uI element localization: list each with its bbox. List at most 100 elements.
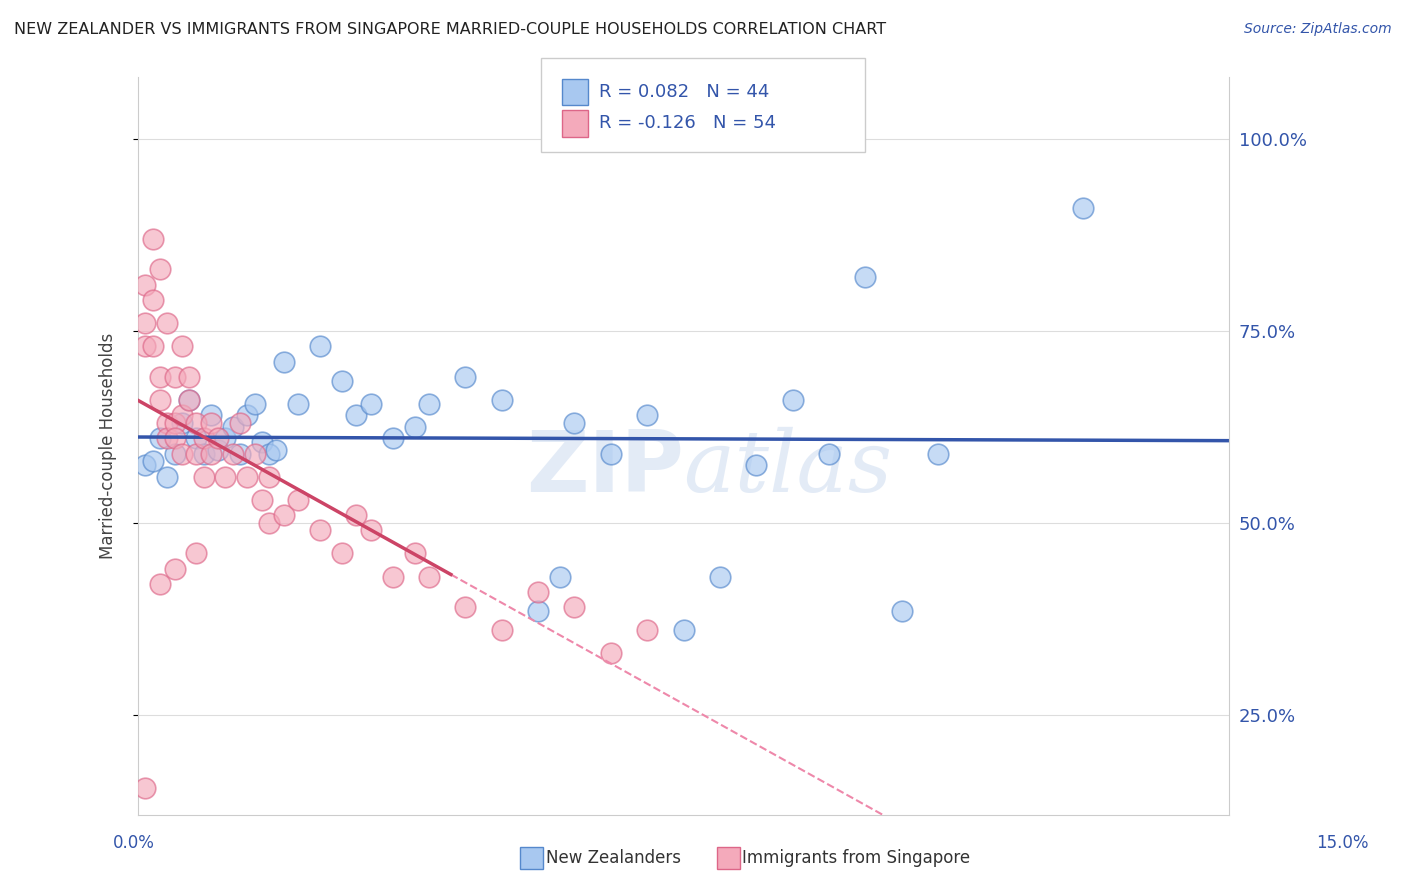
Point bbox=[266, 442, 288, 457]
Point bbox=[193, 431, 215, 445]
Point bbox=[229, 416, 252, 430]
Point bbox=[599, 646, 621, 660]
Y-axis label: Married-couple Households: Married-couple Households bbox=[100, 333, 117, 559]
Point bbox=[418, 569, 440, 583]
Point bbox=[142, 339, 165, 353]
Point bbox=[287, 492, 309, 507]
Point bbox=[818, 447, 841, 461]
Point bbox=[186, 547, 208, 561]
Point bbox=[257, 447, 280, 461]
Point bbox=[257, 516, 280, 530]
Point bbox=[236, 409, 259, 423]
Point bbox=[156, 316, 179, 330]
Point bbox=[163, 370, 186, 384]
Point bbox=[599, 447, 621, 461]
Point bbox=[156, 469, 179, 483]
Point bbox=[186, 416, 208, 430]
Point bbox=[927, 447, 949, 461]
Point bbox=[149, 262, 172, 277]
Point bbox=[564, 416, 586, 430]
Point bbox=[243, 397, 266, 411]
Point bbox=[156, 431, 179, 445]
Point bbox=[250, 492, 273, 507]
Point bbox=[257, 469, 280, 483]
Point bbox=[527, 604, 550, 618]
Point bbox=[309, 524, 332, 538]
Point bbox=[404, 419, 426, 434]
Point bbox=[309, 339, 332, 353]
Point bbox=[134, 316, 156, 330]
Point bbox=[636, 409, 658, 423]
Point bbox=[360, 397, 382, 411]
Point bbox=[491, 392, 513, 407]
Point bbox=[222, 447, 245, 461]
Text: R = -0.126   N = 54: R = -0.126 N = 54 bbox=[599, 114, 776, 132]
Point bbox=[360, 524, 382, 538]
Text: ZIP: ZIP bbox=[526, 426, 683, 509]
Point bbox=[782, 392, 804, 407]
Point bbox=[454, 600, 477, 615]
Point bbox=[418, 397, 440, 411]
Point bbox=[709, 569, 731, 583]
Point bbox=[344, 409, 367, 423]
Point bbox=[186, 447, 208, 461]
Point bbox=[564, 600, 586, 615]
Point bbox=[454, 370, 477, 384]
Point bbox=[207, 442, 229, 457]
Text: New Zealanders: New Zealanders bbox=[546, 849, 681, 867]
Point bbox=[142, 232, 165, 246]
Point bbox=[344, 508, 367, 522]
Point bbox=[381, 431, 404, 445]
Point bbox=[186, 431, 208, 445]
Point bbox=[177, 392, 200, 407]
Point bbox=[193, 447, 215, 461]
Point bbox=[200, 409, 222, 423]
Point bbox=[207, 431, 229, 445]
Point bbox=[287, 397, 309, 411]
Point bbox=[170, 416, 193, 430]
Text: Immigrants from Singapore: Immigrants from Singapore bbox=[742, 849, 970, 867]
Point bbox=[381, 569, 404, 583]
Text: NEW ZEALANDER VS IMMIGRANTS FROM SINGAPORE MARRIED-COUPLE HOUSEHOLDS CORRELATION: NEW ZEALANDER VS IMMIGRANTS FROM SINGAPO… bbox=[14, 22, 886, 37]
Point bbox=[229, 447, 252, 461]
Point bbox=[149, 392, 172, 407]
Point bbox=[404, 547, 426, 561]
Point bbox=[149, 577, 172, 591]
Point bbox=[156, 416, 179, 430]
Point bbox=[163, 562, 186, 576]
Point bbox=[330, 547, 353, 561]
Point bbox=[134, 277, 156, 292]
Point bbox=[149, 370, 172, 384]
Point bbox=[134, 339, 156, 353]
Point bbox=[163, 447, 186, 461]
Point bbox=[214, 469, 236, 483]
Text: 0.0%: 0.0% bbox=[112, 834, 155, 852]
Point bbox=[273, 508, 295, 522]
Point bbox=[170, 339, 193, 353]
Point bbox=[149, 431, 172, 445]
Text: R = 0.082   N = 44: R = 0.082 N = 44 bbox=[599, 83, 769, 101]
Point bbox=[250, 435, 273, 450]
Point bbox=[200, 416, 222, 430]
Point bbox=[236, 469, 259, 483]
Point bbox=[222, 419, 245, 434]
Point bbox=[491, 624, 513, 638]
Point bbox=[853, 270, 876, 285]
Point bbox=[142, 293, 165, 307]
Point bbox=[273, 354, 295, 368]
Point bbox=[142, 454, 165, 468]
Point bbox=[214, 431, 236, 445]
Point bbox=[134, 458, 156, 473]
Point bbox=[527, 585, 550, 599]
Point bbox=[1073, 201, 1095, 215]
Text: Source: ZipAtlas.com: Source: ZipAtlas.com bbox=[1244, 22, 1392, 37]
Point bbox=[193, 469, 215, 483]
Point bbox=[200, 447, 222, 461]
Point bbox=[163, 416, 186, 430]
Point bbox=[170, 409, 193, 423]
Point bbox=[170, 447, 193, 461]
Point bbox=[745, 458, 768, 473]
Point bbox=[636, 624, 658, 638]
Point bbox=[330, 374, 353, 388]
Point bbox=[163, 431, 186, 445]
